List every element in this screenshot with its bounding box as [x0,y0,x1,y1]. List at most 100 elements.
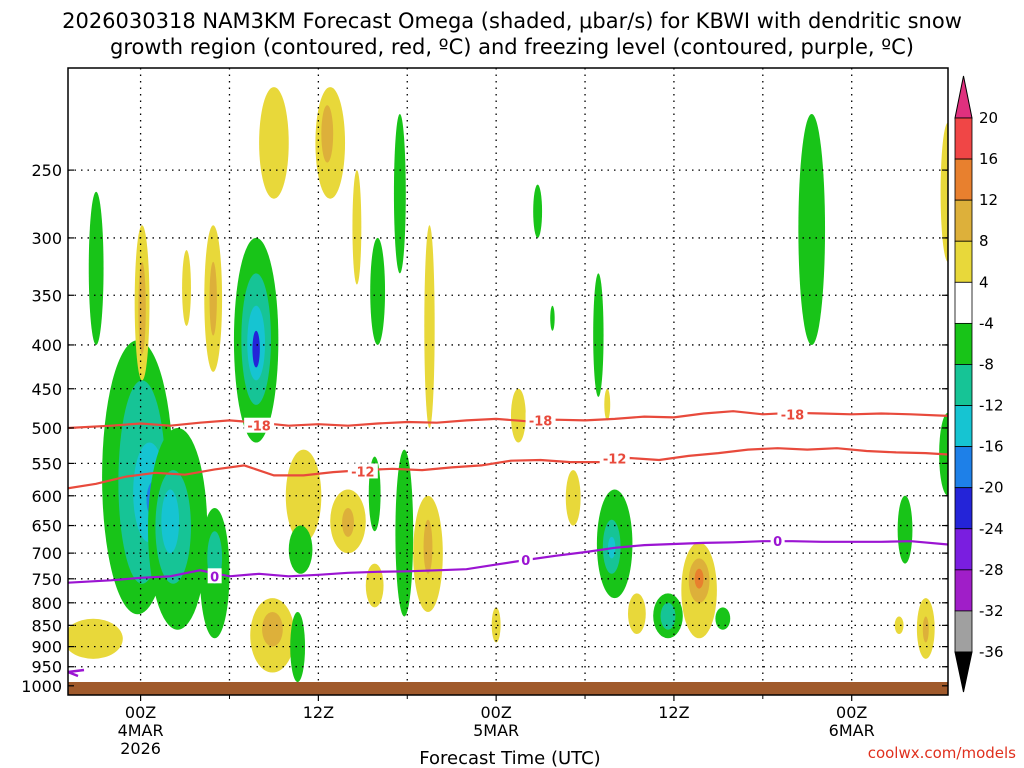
contour-label-bg [207,568,222,584]
y-tick-label-800: 800 [31,594,62,613]
omega-neg-830-2 [660,602,676,630]
x-tick-label: 12Z [658,703,689,722]
omega-neg-col-1 [370,237,386,345]
x-tick-label: 12Z [303,703,334,722]
colorbar-bin [954,405,973,448]
contour-label-freezing-level: 0 [773,535,782,550]
y-tick-label-900: 900 [31,638,62,657]
omega-pos-480 [510,388,526,443]
y-tick-label-400: 400 [31,336,62,355]
omega-pos-850-b [491,607,501,643]
colorbar-bin [954,487,973,530]
omega-pos-b-core [209,261,217,336]
colorbar-bin [954,281,973,324]
chart-title-line-2: growth region (contoured, red, ºC) and f… [110,35,914,59]
x-tick-label: 5MAR [473,721,519,740]
contour-label-dgz-minus-18: -18 [247,420,271,435]
credit-text: coolwx.com/models [868,744,1016,762]
colorbar-tick-label: -8 [979,355,994,373]
colorbar-bin [954,364,973,406]
contour-lines: -18 -18 -18 -12 -12 0 0 0 [68,406,948,585]
colorbar-tick-label: 16 [979,150,998,168]
colorbar-tick-label: 8 [979,232,989,250]
y-tick-label-950: 950 [31,658,62,677]
colorbar-tick-label: -16 [979,438,1004,456]
contour-label-bg [518,551,533,567]
omega-pos-upper-2-core [321,105,334,163]
colorbar: 20 16 12 8 4 -4 -8 -12 -16 -20 -24 -28 -32 -36 [954,75,1004,693]
omega-neg-700 [288,525,313,574]
omega-pos-820 [628,593,646,635]
omega-pos-upper [259,87,289,199]
omega-neg-850 [290,611,306,683]
colorbar-under-arrow [954,651,973,693]
omega-neg-early-col [88,191,104,345]
y-tick-label-450: 450 [31,380,62,399]
omega-pos-550 [285,449,322,543]
y-tick-label-550: 550 [31,454,62,473]
y-tick-label-1000: 1000 [21,677,62,696]
omega-pos-left-low [68,618,123,659]
colorbar-tick-label: 20 [979,109,998,127]
colorbar-tick-label: 12 [979,191,998,209]
colorbar-tick-label: -4 [979,314,994,332]
contour-label-dgz-minus-18: -18 [781,408,805,423]
y-tick-label-850: 850 [31,616,62,635]
omega-pos-600 [565,470,581,526]
colorbar-tick-label: -24 [979,520,1004,538]
colorbar-bin [954,569,973,612]
omega-pos-850d-core [922,616,929,643]
colorbar-bin [954,322,973,365]
colorbar-bin [954,528,973,571]
contour-label-bg [525,412,556,428]
plot-frame [67,67,949,696]
x-axis-label: Forecast Time (UTC) [419,748,600,768]
omega-pos-a [182,250,191,326]
y-tick-label-650: 650 [31,517,62,536]
omega-neg-640 [897,495,913,564]
chart-title-line-1: 2026030318 NAM3KM Forecast Omega (shaded… [62,9,962,33]
contour-label-dgz-minus-12: -12 [351,465,375,480]
omega-neg-370 [550,305,555,331]
omega-neg-lower-3 [161,489,180,554]
omega-pos-col [352,170,362,285]
y-tick-label-500: 500 [31,419,62,438]
omega-neg-407-core [252,330,260,368]
omega-neg-550s [395,449,414,617]
colorbar-over-arrow [954,75,973,119]
contour-label-freezing-level: 0 [521,554,530,569]
colorbar-bin [954,158,973,201]
omega-neg-820b [715,607,731,630]
y-tick-label-700: 700 [31,544,62,563]
contour-label-bg [244,417,275,433]
x-tick-label: 2026 [120,739,161,758]
omega-pos-col-3 [424,225,435,428]
omega-pos-750 [365,563,384,608]
contour-label-freezing-level: 0 [210,570,219,585]
contour-label-dgz-minus-12: -12 [603,453,627,468]
x-tick-label: 00Z [125,703,156,722]
grid-lines [68,68,948,695]
x-tick-label: 00Z [836,703,867,722]
colorbar-bin [954,240,973,283]
y-axis: 250 300 350 400 450 500 550 600 650 700 750 800 850 9… [21,161,948,696]
omega-pos-right-top [940,122,948,262]
contour-dgz-minus-12 [68,447,948,490]
omega-pos-460 [604,388,611,421]
freezing-level-fragment [67,668,85,678]
contour-label-bg [770,533,785,549]
x-tick-label: 6MAR [829,721,875,740]
contour-label-bg [347,463,378,479]
omega-pos-720-core [423,519,433,574]
omega-pos-850-core [262,611,283,647]
contour-freezing-level [68,540,948,584]
omega-neg-270 [533,184,543,238]
omega-pos-early-up-core [138,261,146,355]
colorbar-tick-label: -12 [979,397,1004,415]
omega-pos-650-core [342,507,354,537]
x-tick-label: 00Z [480,703,511,722]
y-tick-label-750: 750 [31,570,62,589]
x-tick-label: 4MAR [118,721,164,740]
